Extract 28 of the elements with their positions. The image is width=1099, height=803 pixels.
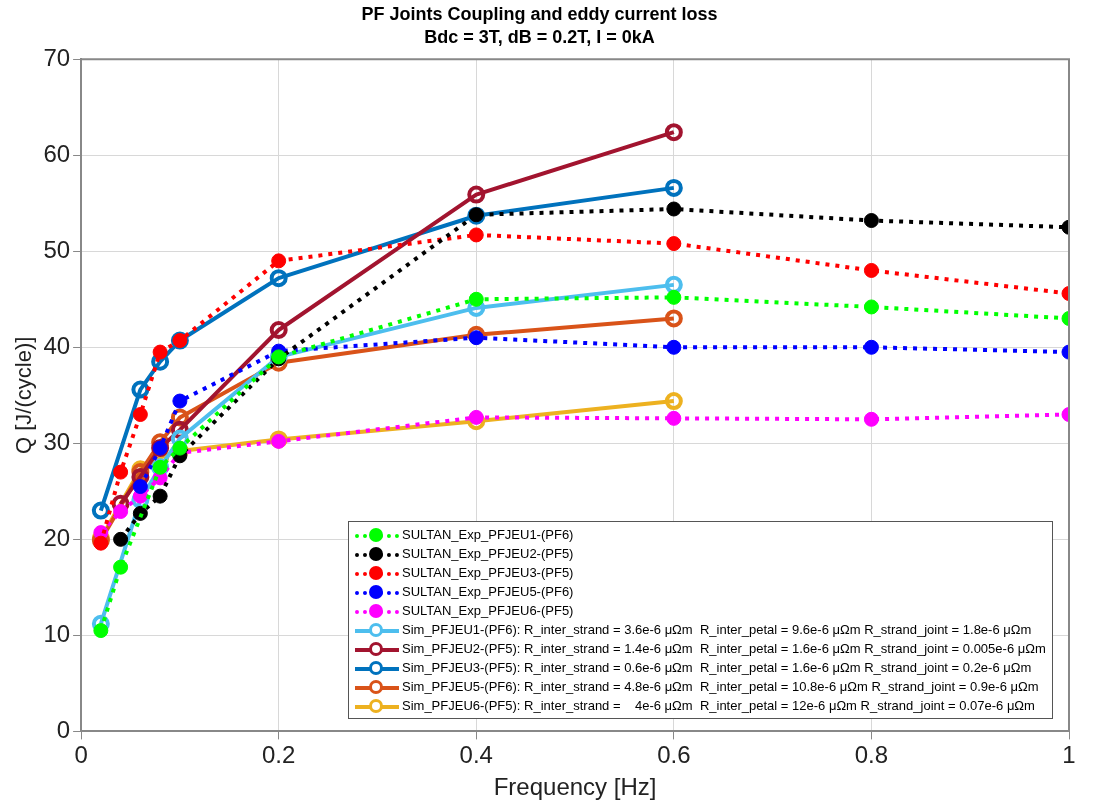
- legend-label: SULTAN_Exp_PFJEU3-(PF5): [402, 564, 574, 583]
- y-tick-label: 50: [43, 235, 71, 263]
- x-tick-label: 0.6: [657, 741, 691, 769]
- y-tick-label: 70: [43, 43, 71, 71]
- legend-label: SULTAN_Exp_PFJEU5-(PF6): [402, 583, 574, 602]
- legend-label: Sim_PFJEU3-(PF5): R_inter_strand = 0.6e-6 μΩm R_inter_petal = 1.6e-6 μΩm R_strand_joint = 0.2e-6 μΩm: [402, 659, 1032, 678]
- legend-label: SULTAN_Exp_PFJEU2-(PF5): [402, 545, 574, 564]
- y-tick-label: 0: [56, 716, 71, 744]
- x-tick-label: 0.8: [854, 741, 889, 769]
- y-tick-label: 20: [43, 523, 71, 551]
- x-tick-label: 1: [1062, 741, 1076, 769]
- x-tick-label: 0: [74, 741, 88, 769]
- x-tick-label: 0.2: [261, 741, 296, 769]
- legend-label: Sim_PFJEU1-(PF6): R_inter_strand = 3.6e-6 μΩm R_inter_petal = 9.6e-6 μΩm R_strand_joint = 1.8e-6 μΩm: [402, 621, 1032, 640]
- chart-title: PF Joints Coupling and eddy current loss: [361, 3, 718, 24]
- y-axis-title: Q [J/(cycle)]: [11, 336, 37, 454]
- legend-label: SULTAN_Exp_PFJEU1-(PF6): [402, 526, 574, 545]
- y-tick-label: 40: [43, 331, 71, 359]
- y-tick-label: 60: [43, 139, 71, 167]
- legend-label: Sim_PFJEU5-(PF6): R_inter_strand = 4.8e-6 μΩm R_inter_petal = 10.8e-6 μΩm R_strand_joint = 0.9e-6 μΩm: [402, 678, 1039, 697]
- y-tick-label: 30: [43, 427, 71, 455]
- x-axis-title: Frequency [Hz]: [493, 773, 657, 801]
- legend-label: Sim_PFJEU2-(PF5): R_inter_strand = 1.4e-6 μΩm R_inter_petal = 1.6e-6 μΩm R_strand_joint = 0.005e-6 μΩm: [402, 640, 1046, 659]
- y-tick-label: 10: [43, 620, 71, 647]
- legend-label: SULTAN_Exp_PFJEU6-(PF5): [402, 602, 574, 621]
- x-tick-label: 0.4: [459, 741, 493, 769]
- chart-subtitle: Bdc = 3T, dB = 0.2T, I = 0kA: [424, 27, 655, 48]
- legend-label: Sim_PFJEU6-(PF5): R_inter_strand = 4e-6 μΩm R_inter_petal = 12e-6 μΩm R_strand_joint = 0.07e-6 μΩm: [402, 697, 1035, 716]
